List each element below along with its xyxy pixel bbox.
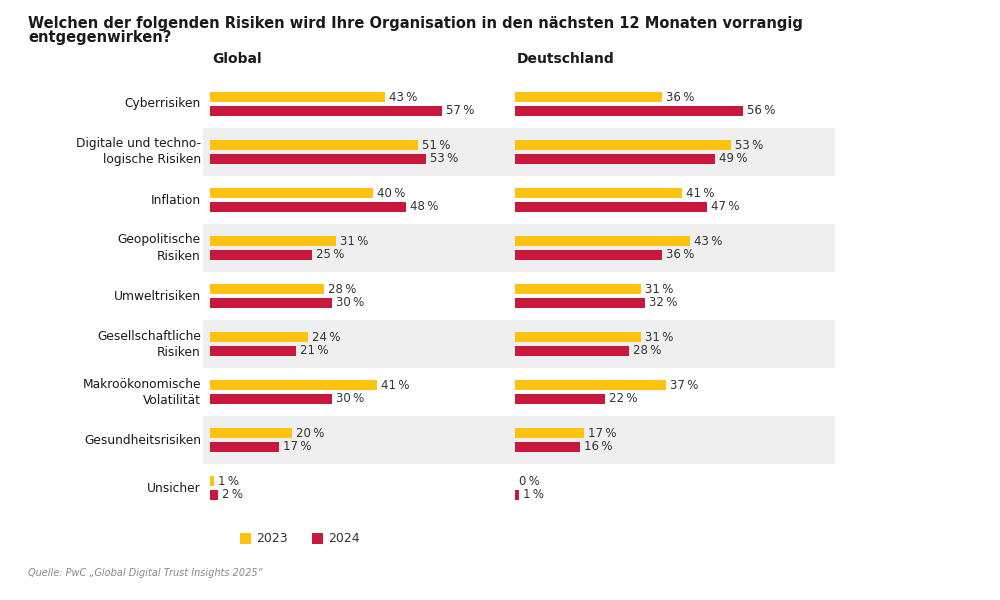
Text: Gesundheitsrisiken: Gesundheitsrisiken: [84, 433, 201, 446]
Bar: [210, 202, 406, 212]
Text: 22 %: 22 %: [609, 392, 637, 406]
Text: 2 %: 2 %: [222, 488, 243, 502]
Bar: [203, 464, 835, 512]
Text: 49 %: 49 %: [719, 152, 747, 166]
Text: Unsicher: Unsicher: [147, 481, 201, 494]
Bar: [515, 298, 645, 308]
Text: 2023: 2023: [256, 532, 288, 545]
Text: 43 %: 43 %: [389, 91, 418, 104]
Text: 51 %: 51 %: [422, 139, 450, 152]
Bar: [210, 476, 214, 487]
Bar: [515, 394, 605, 404]
Text: 30 %: 30 %: [336, 392, 365, 406]
Bar: [203, 224, 835, 272]
Bar: [210, 236, 336, 247]
Text: Deutschland: Deutschland: [517, 52, 615, 66]
Bar: [203, 272, 835, 320]
Text: 17 %: 17 %: [283, 440, 312, 454]
Bar: [515, 442, 580, 452]
Bar: [210, 346, 296, 356]
Bar: [515, 284, 641, 295]
Bar: [203, 80, 835, 128]
Text: entgegenwirken?: entgegenwirken?: [28, 30, 171, 45]
Text: 1 %: 1 %: [218, 475, 239, 488]
Text: Cyberrisiken: Cyberrisiken: [125, 97, 201, 110]
Bar: [210, 140, 418, 151]
Bar: [515, 236, 690, 247]
Text: 53 %: 53 %: [735, 139, 763, 152]
Text: 31 %: 31 %: [645, 283, 674, 296]
Bar: [515, 380, 666, 391]
Text: 41 %: 41 %: [686, 187, 715, 200]
Text: Digitale und techno-
logische Risiken: Digitale und techno- logische Risiken: [76, 137, 201, 166]
Text: 37 %: 37 %: [670, 379, 698, 392]
Bar: [515, 92, 662, 103]
Text: 41 %: 41 %: [381, 379, 410, 392]
Text: 20 %: 20 %: [296, 427, 324, 440]
Bar: [515, 346, 629, 356]
Bar: [515, 154, 715, 164]
Bar: [515, 490, 519, 500]
Text: 16 %: 16 %: [584, 440, 613, 454]
Text: Global: Global: [212, 52, 262, 66]
Text: Welchen der folgenden Risiken wird Ihre Organisation in den nächsten 12 Monaten : Welchen der folgenden Risiken wird Ihre …: [28, 16, 803, 31]
Text: 47 %: 47 %: [711, 200, 739, 214]
Text: 30 %: 30 %: [336, 296, 365, 310]
Bar: [210, 106, 442, 116]
Bar: [210, 154, 426, 164]
Text: 32 %: 32 %: [649, 296, 678, 310]
Text: 31 %: 31 %: [645, 331, 674, 344]
Text: Inflation: Inflation: [151, 193, 201, 206]
Text: Makroökonomische
Volatilität: Makroökonomische Volatilität: [82, 377, 201, 407]
Text: 36 %: 36 %: [666, 248, 694, 262]
Text: 21 %: 21 %: [300, 344, 328, 358]
Text: 40 %: 40 %: [377, 187, 405, 200]
Bar: [312, 533, 323, 544]
Text: 31 %: 31 %: [340, 235, 369, 248]
Text: Gesellschaftliche
Risiken: Gesellschaftliche Risiken: [97, 329, 201, 358]
Bar: [515, 202, 707, 212]
Text: 28 %: 28 %: [633, 344, 662, 358]
Bar: [210, 92, 385, 103]
Text: 0 %: 0 %: [519, 475, 540, 488]
Bar: [210, 394, 332, 404]
Text: 24 %: 24 %: [312, 331, 340, 344]
Text: 56 %: 56 %: [747, 104, 776, 118]
Bar: [203, 416, 835, 464]
Text: 28 %: 28 %: [328, 283, 357, 296]
Text: Geopolitische
Risiken: Geopolitische Risiken: [118, 233, 201, 263]
Text: 43 %: 43 %: [694, 235, 723, 248]
Bar: [210, 284, 324, 295]
Bar: [203, 368, 835, 416]
Text: 48 %: 48 %: [410, 200, 438, 214]
Bar: [210, 380, 377, 391]
Bar: [210, 332, 308, 343]
Bar: [203, 176, 835, 224]
Bar: [515, 428, 584, 439]
Bar: [210, 490, 218, 500]
Bar: [515, 332, 641, 343]
Bar: [210, 298, 332, 308]
Text: 36 %: 36 %: [666, 91, 694, 104]
Bar: [210, 188, 373, 199]
Text: 2024: 2024: [328, 532, 360, 545]
Text: 1 %: 1 %: [523, 488, 544, 502]
Bar: [203, 320, 835, 368]
Text: 25 %: 25 %: [316, 248, 344, 262]
Bar: [515, 106, 743, 116]
Bar: [515, 188, 682, 199]
Bar: [203, 128, 835, 176]
Bar: [210, 250, 312, 260]
Bar: [210, 428, 292, 439]
Bar: [515, 140, 731, 151]
Bar: [515, 250, 662, 260]
Text: Quelle: PwC „Global Digital Trust Insights 2025“: Quelle: PwC „Global Digital Trust Insigh…: [28, 568, 263, 578]
Text: Umweltrisiken: Umweltrisiken: [114, 289, 201, 302]
Text: 53 %: 53 %: [430, 152, 458, 166]
Text: 57 %: 57 %: [446, 104, 475, 118]
Text: 17 %: 17 %: [588, 427, 617, 440]
Bar: [210, 442, 279, 452]
Bar: [240, 533, 251, 544]
